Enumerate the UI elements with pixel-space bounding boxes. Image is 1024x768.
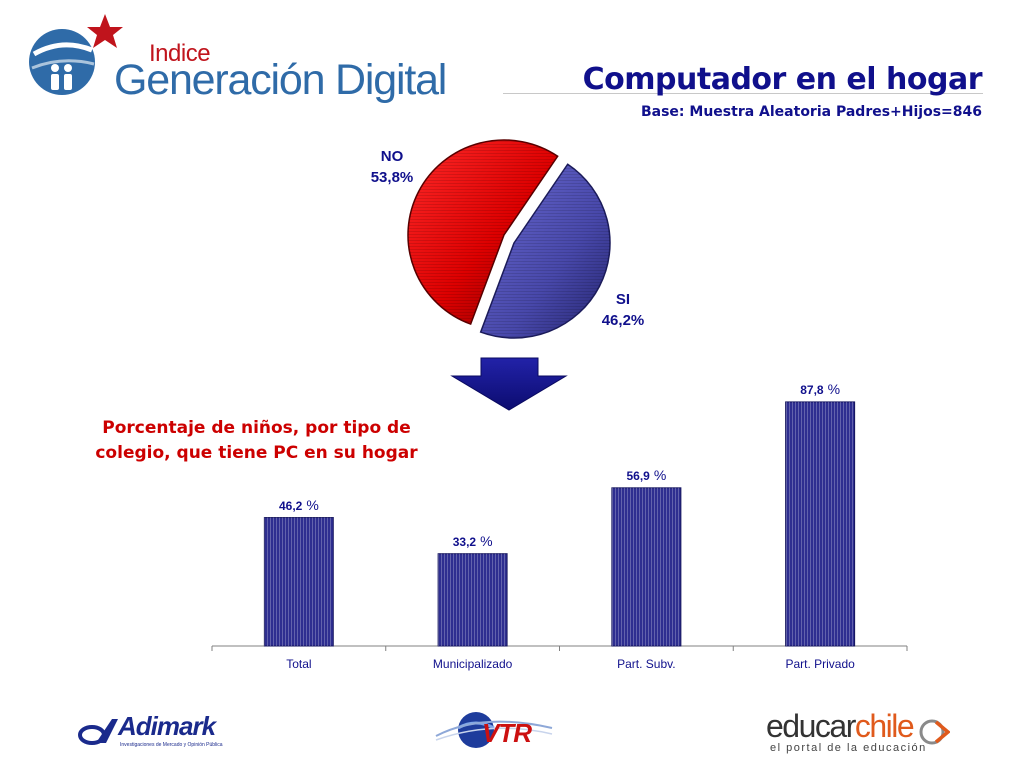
adimark-logo: Adimark Investigaciones de Mercado y Opi… — [76, 711, 226, 755]
pie-slice-texture-no — [408, 140, 558, 325]
bar-texture — [264, 517, 334, 646]
page-subtitle: Base: Muestra Aleatoria Padres+Hijos=846 — [640, 104, 982, 120]
logo-emblem — [29, 14, 123, 95]
vtr-emblem-icon — [435, 712, 553, 748]
bar-texture — [785, 401, 855, 646]
bar-chart-heading: Porcentaje de niños, por tipo de colegio… — [95, 418, 418, 463]
adimark-emblem-icon — [78, 719, 118, 745]
pie-label-si-value: 46,2% — [601, 312, 645, 329]
educarchile-emblem-icon — [919, 719, 950, 745]
vtr-logo: VTR — [432, 706, 556, 754]
pie-label-si: SI 46,2% — [583, 289, 663, 331]
logo-generacion-digital-text: Generación Digital — [114, 56, 447, 104]
logo-indice-text: Indice — [149, 40, 211, 67]
page-title: Computador en el hogar — [582, 62, 983, 97]
title-divider — [503, 93, 983, 94]
pie-label-no: NO 53,8% — [352, 146, 432, 188]
chile-text: chile — [854, 708, 915, 744]
adimark-name: Adimark — [118, 711, 216, 741]
pie-label-no-value: 53,8% — [370, 169, 414, 186]
educar-text: educar — [766, 708, 856, 744]
pie-label-si-name: SI — [615, 291, 631, 308]
adimark-tagline: Investigaciones de Mercado y Opinión Púb… — [120, 742, 223, 748]
vtr-name: VTR — [482, 718, 532, 748]
pie-slice-texture-si — [480, 164, 611, 339]
pie-label-no-name: NO — [380, 148, 404, 165]
indice-generacion-digital-logo: Indice Generación Digital — [22, 10, 462, 105]
educarchile-logo: educarchile el portal de la educación — [766, 708, 952, 758]
bar-texture — [611, 487, 681, 646]
bar-texture — [438, 553, 508, 646]
educarchile-tagline: el portal de la educación — [770, 742, 927, 754]
star-icon — [87, 14, 123, 48]
down-arrow-icon — [450, 357, 568, 411]
